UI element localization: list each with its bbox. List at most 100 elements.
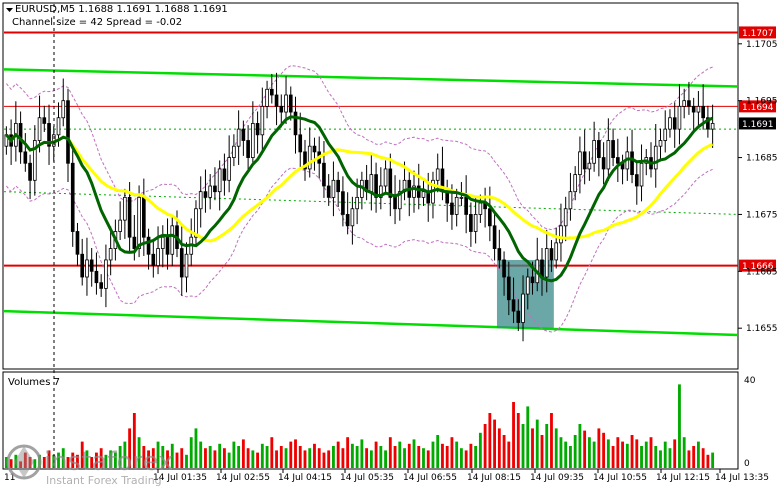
candle-body <box>66 100 70 164</box>
candle-body <box>127 196 132 238</box>
candle-body <box>696 105 701 113</box>
candle-body <box>170 225 175 255</box>
candle-body <box>554 242 559 261</box>
channel-info: Channel size = 42 Spread = -0.02 <box>12 17 182 28</box>
candle-body <box>298 134 303 153</box>
candle-body <box>236 128 241 147</box>
candle-body <box>511 299 516 312</box>
price-level-badge <box>739 259 776 272</box>
candle-body <box>544 248 549 278</box>
candle-body <box>269 88 274 96</box>
x-tick-label: 14 Jul 09:35 <box>530 473 584 483</box>
candle-body <box>497 248 502 261</box>
candle-body <box>416 185 421 198</box>
volume-panel-label: Volumes 7 <box>8 377 60 388</box>
moving-averages <box>5 115 714 283</box>
candle-body <box>478 202 483 215</box>
x-tick-label: 14 Jul 02:55 <box>216 473 270 483</box>
candle-body <box>435 168 440 181</box>
candle-body <box>94 270 99 284</box>
current-price-badge <box>739 117 776 130</box>
channel-lower-line <box>3 309 739 337</box>
candle-body <box>445 191 450 204</box>
candle-body <box>653 145 658 170</box>
candle-body <box>578 151 582 176</box>
symbol-header: EURUSD,M5 1.1688 1.1691 1.1688 1.1691 <box>15 4 228 15</box>
candle-body <box>80 253 85 278</box>
candle-body <box>592 140 596 164</box>
candle-body <box>251 123 255 158</box>
candle-body <box>559 225 563 244</box>
candle-body <box>450 202 454 215</box>
candle-body <box>336 179 340 193</box>
candle-body <box>222 168 227 181</box>
candle-body <box>331 179 336 198</box>
candle-body <box>521 293 525 323</box>
channel-upper-line <box>3 68 739 88</box>
price-level-label: 1.1694 <box>742 103 774 113</box>
candle-body <box>668 117 672 130</box>
candle-body <box>350 208 355 227</box>
candle-body <box>156 248 160 267</box>
candle-body <box>421 191 426 198</box>
candle-body <box>701 105 705 119</box>
dropdown-triangle-icon[interactable] <box>6 8 13 12</box>
candle-body <box>23 151 28 164</box>
y-tick-label: 1.1655 <box>746 324 778 334</box>
instaforex-logo: instaforex Instant Forex Trading <box>6 444 173 487</box>
candle-body <box>691 105 696 113</box>
x-tick-label: 11 <box>4 473 15 483</box>
volume-tick-label: 40 <box>744 376 756 386</box>
channel-lines <box>3 68 739 337</box>
candle-body <box>616 157 620 164</box>
x-tick-label: 14 Jul 12:15 <box>656 473 710 483</box>
ma-reference-line <box>3 191 739 215</box>
candle-body <box>274 94 279 107</box>
candle-body <box>397 191 402 210</box>
candlesticks <box>4 72 715 342</box>
envelope-bands <box>6 65 713 333</box>
candle-body <box>706 117 710 130</box>
x-tick-label: 14 Jul 05:35 <box>340 473 394 483</box>
candle-body <box>42 117 47 124</box>
candle-body <box>85 259 89 278</box>
candle-body <box>454 196 459 215</box>
candle-body <box>582 151 587 170</box>
x-tick-label: 14 Jul 01:35 <box>153 473 207 483</box>
price-level-label: 1.1666 <box>742 262 774 272</box>
candle-body <box>89 259 94 272</box>
candle-body <box>606 140 611 170</box>
candle-body <box>639 162 644 187</box>
price-level-badge <box>739 100 776 113</box>
candle-body <box>322 162 326 187</box>
x-tick-label: 14 Jul 10:55 <box>593 473 647 483</box>
candle-body <box>227 157 231 181</box>
candle-body <box>118 219 122 232</box>
candle-body <box>393 196 397 210</box>
candle-body <box>568 191 573 210</box>
candle-body <box>473 214 478 232</box>
candle-body <box>260 105 265 136</box>
candle-body <box>28 162 32 181</box>
candle-body <box>279 105 284 113</box>
candle-body <box>326 185 331 198</box>
candle-body <box>369 174 374 193</box>
candle-body <box>658 140 663 147</box>
candle-body <box>255 123 260 136</box>
y-tick-label: 1.1705 <box>746 40 778 50</box>
y-tick-label: 1.1685 <box>746 154 778 164</box>
candle-body <box>502 259 506 278</box>
candle-body <box>587 162 592 170</box>
candle-body <box>383 168 388 187</box>
signal-zone-box <box>496 259 554 329</box>
candle-body <box>341 191 345 215</box>
candle-body <box>70 162 75 232</box>
candle-body <box>663 128 668 141</box>
volume-tick-label: 0 <box>744 459 750 469</box>
candle-body <box>37 117 42 141</box>
envelope-lower-band <box>6 167 713 333</box>
candle-body <box>710 123 715 130</box>
candle-body <box>160 236 165 249</box>
